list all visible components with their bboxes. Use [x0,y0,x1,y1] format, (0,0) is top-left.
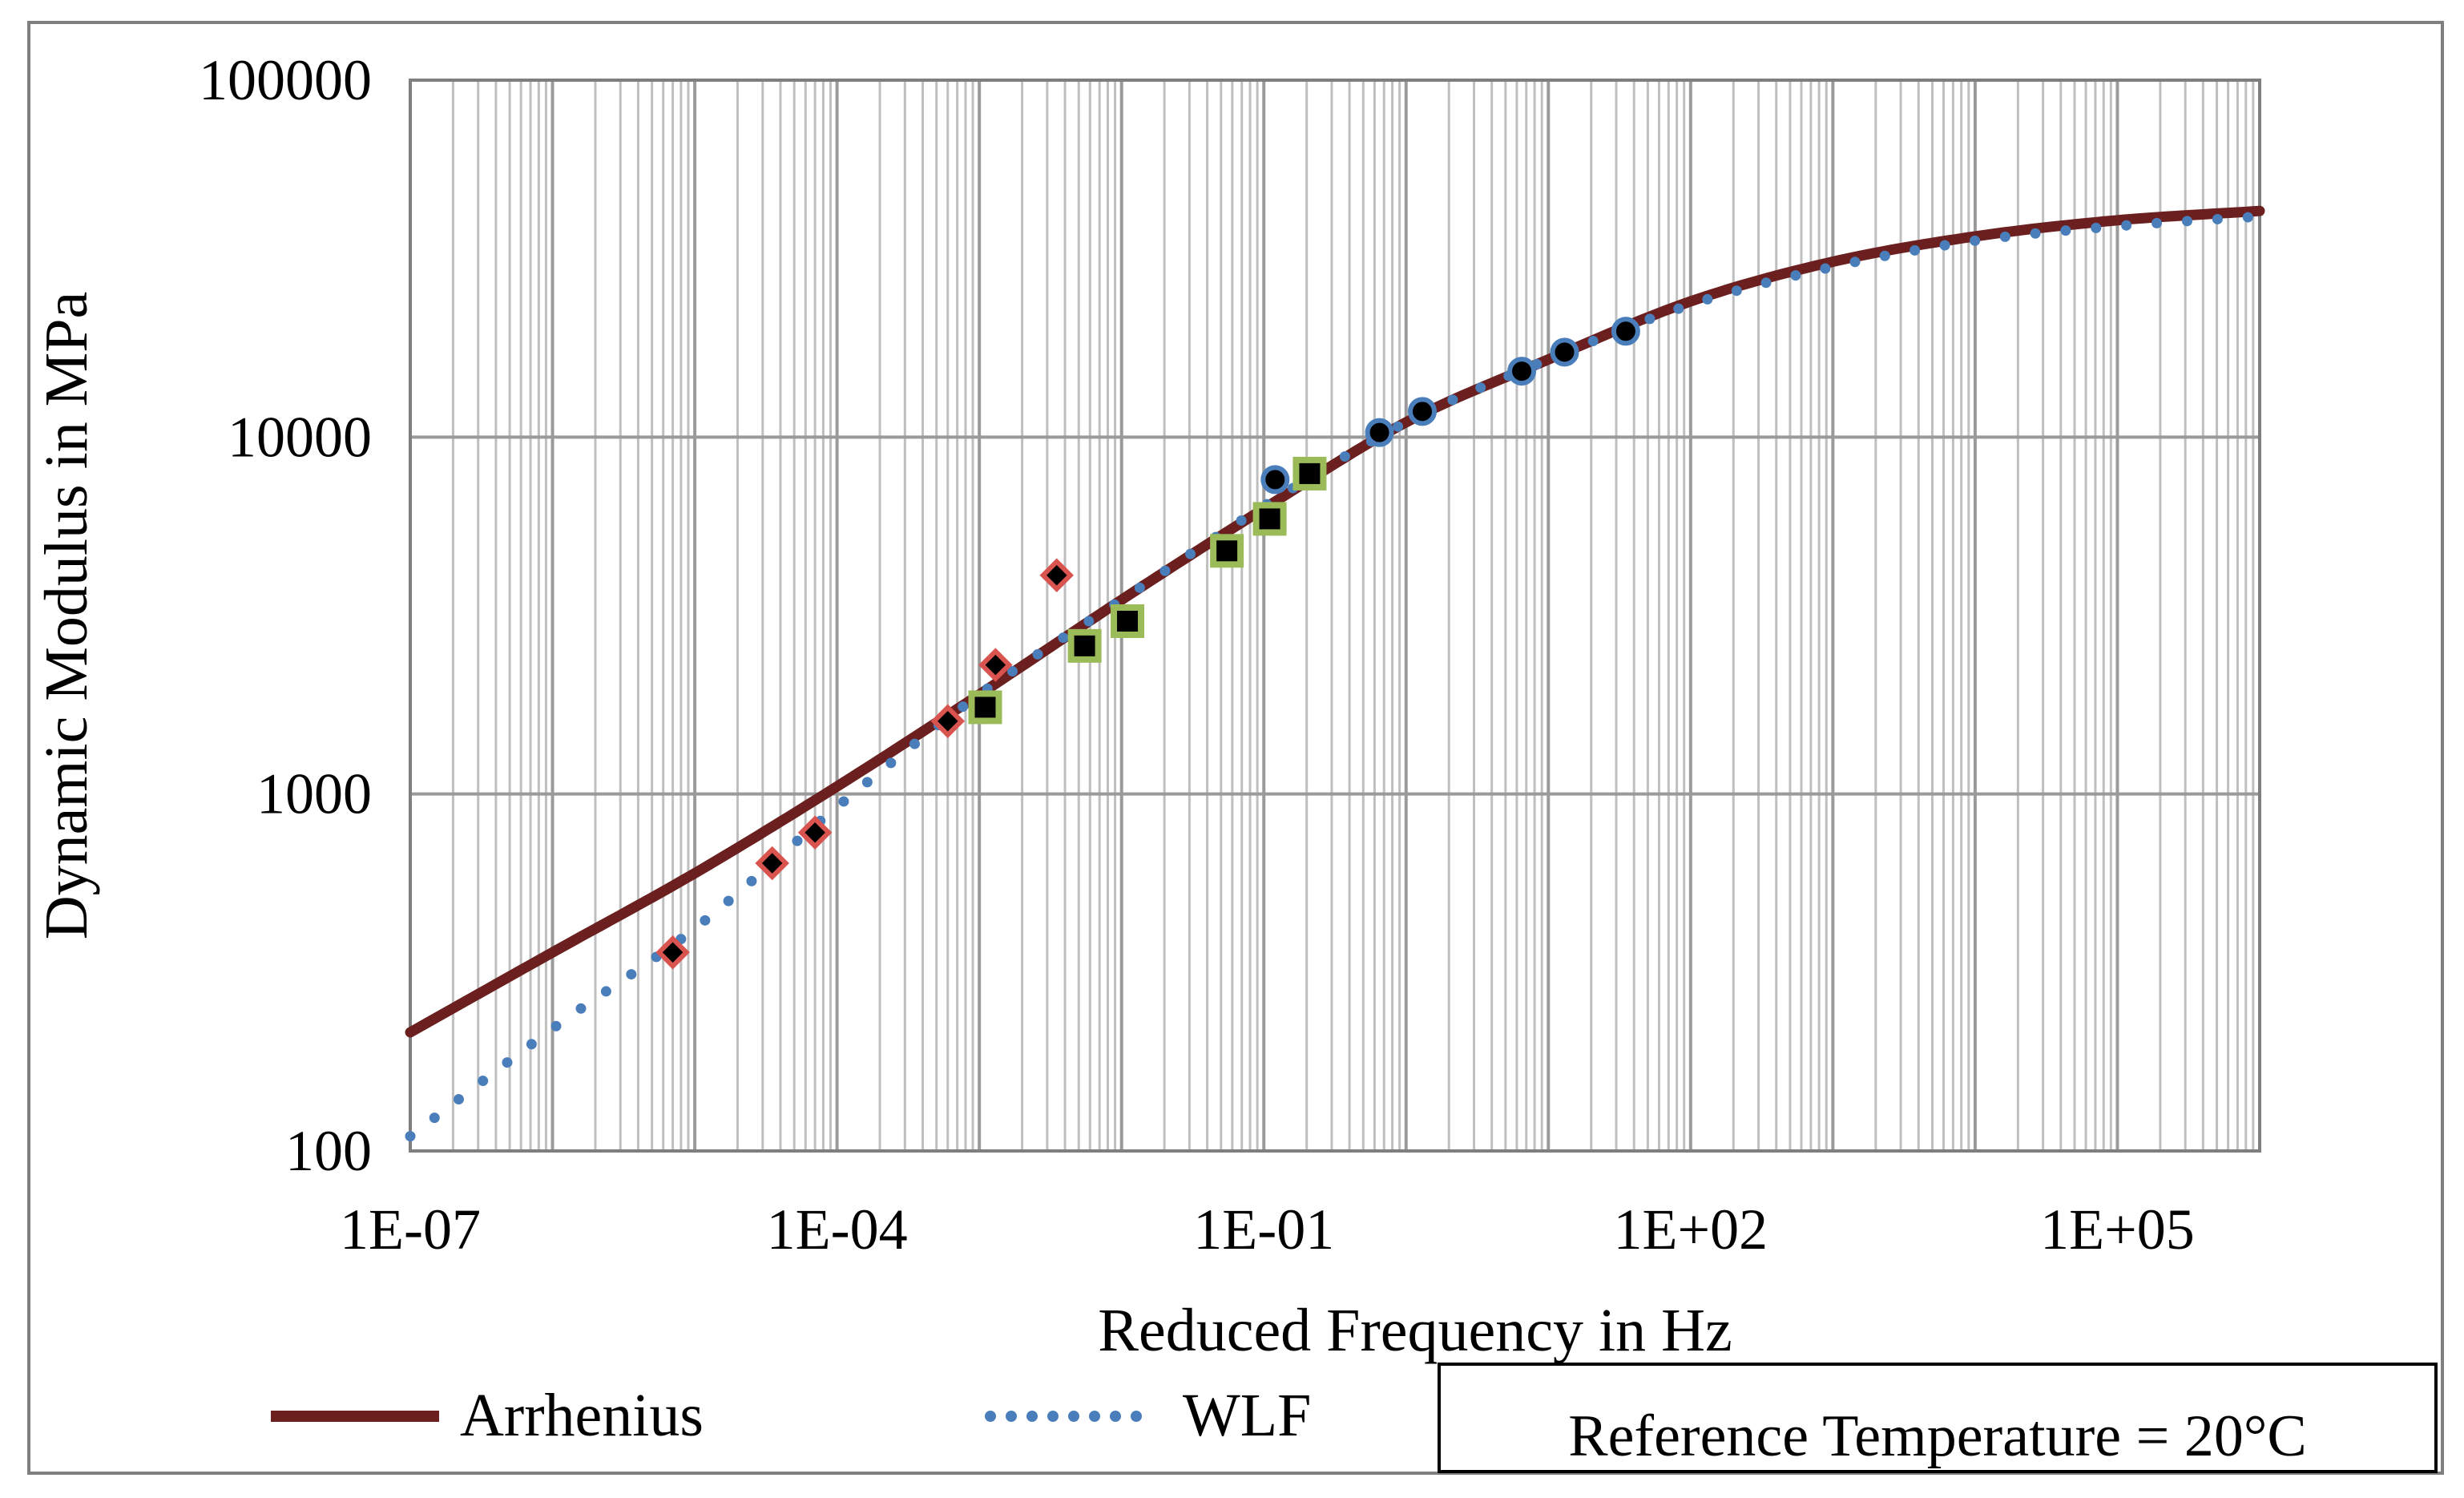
y-axis-title: Dynamic Modulus in MPa [33,292,100,940]
reference-temperature-box: Reference Temperature = 20°C [1438,1363,2438,1473]
y-tick-labels: 100 1000 10000 100000 [199,48,372,1183]
data-point-square [1067,628,1102,663]
data-point-diamond [978,648,1013,682]
y-tick-label: 100000 [199,48,372,112]
chart-border [27,21,2444,1475]
data-point-square [1210,534,1244,568]
x-tick-label: 1E-07 [340,1197,481,1262]
legend-label-arrhenius: Arrhenius [460,1382,704,1449]
series-line-arrhenius [405,205,2265,1038]
x-axis-title: Reduced Frequency in Hz [1098,1297,1732,1364]
data-point-diamond [655,935,690,970]
data-point-circle [1507,357,1537,386]
data-point-square [1252,502,1287,536]
data-point-square [968,690,1002,725]
legend-label-wlf: WLF [1183,1382,1311,1449]
x-tick-label: 1E+02 [1614,1197,1768,1262]
legend-entry-arrhenius: Arrhenius [271,1382,704,1449]
x-tick-label: 1E-01 [1193,1197,1334,1262]
data-point-square [1292,456,1327,491]
reference-temperature-label: Reference Temperature = 20°C [1568,1403,2307,1469]
x-tick-label: 1E-04 [767,1197,908,1262]
data-point-diamond [755,846,789,881]
x-tick-label: 1E+05 [2040,1197,2195,1262]
y-tick-label: 100 [285,1119,372,1183]
legend: Arrhenius WLF [271,1382,1311,1449]
data-point-circle [1407,397,1437,426]
data-point-circle [1611,317,1640,346]
y-tick-label: 10000 [228,405,372,469]
reference-temperature-frame [1438,1363,2438,1473]
data-point-circle [1260,465,1290,495]
data-point-circle [1550,337,1579,367]
y-tick-label: 1000 [256,762,372,826]
series-lines [405,205,2265,1142]
data-point-square [1111,604,1145,638]
plot-area-border [409,79,2261,1153]
data-point-diamond [930,704,966,739]
data-point-circle [1365,418,1394,447]
x-tick-labels: 1E-07 1E-04 1E-01 1E+02 1E+05 [340,1197,2195,1262]
series-markers [655,317,1640,970]
data-point-diamond [797,815,833,850]
data-point-diamond [1039,558,1074,593]
legend-entry-wlf: WLF [985,1382,1311,1449]
